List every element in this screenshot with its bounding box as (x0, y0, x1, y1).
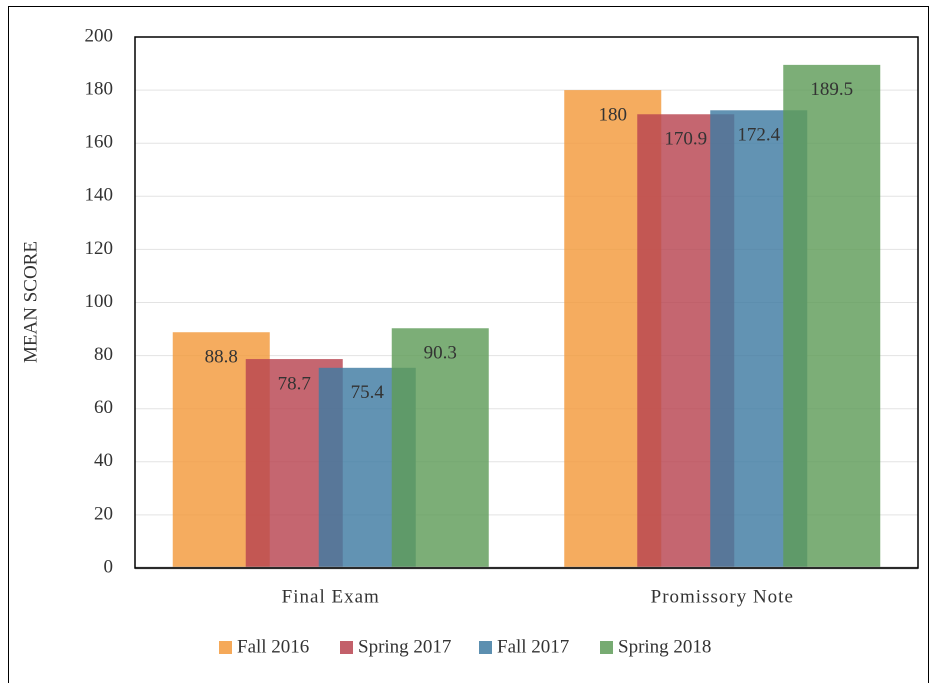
y-tick-label: 120 (85, 238, 114, 259)
y-axis-title: MEAN SCORE (20, 241, 41, 363)
x-tick-label: Final Exam (282, 586, 380, 607)
data-label: 170.9 (664, 129, 707, 150)
y-tick-label: 160 (85, 132, 114, 153)
legend-swatch (479, 641, 492, 654)
data-label: 75.4 (351, 382, 385, 403)
data-label: 180 (599, 104, 628, 125)
data-label: 88.8 (205, 347, 238, 368)
plot-border (134, 36, 919, 569)
legend-label: Spring 2017 (358, 636, 451, 657)
y-tick-label: 20 (94, 503, 113, 524)
y-tick-label: 0 (104, 556, 114, 577)
y-tick-label: 80 (94, 344, 113, 365)
legend-label: Fall 2016 (237, 636, 309, 657)
legend-label: Spring 2018 (618, 636, 711, 657)
data-label: 78.7 (278, 373, 311, 394)
legend-swatch (340, 641, 353, 654)
legend-label: Fall 2017 (497, 636, 569, 657)
y-tick-label: 180 (85, 78, 114, 99)
y-tick-label: 40 (94, 450, 113, 471)
y-tick-label: 200 (85, 25, 114, 46)
x-tick-label: Promissory Note (651, 586, 794, 607)
y-tick-label: 60 (94, 397, 113, 418)
data-label: 172.4 (737, 125, 780, 146)
data-label: 189.5 (810, 79, 853, 100)
data-label: 90.3 (424, 343, 457, 364)
legend-swatch (219, 641, 232, 654)
legend-swatch (600, 641, 613, 654)
y-tick-label: 100 (85, 291, 114, 312)
y-tick-label: 140 (85, 185, 114, 206)
bar (391, 328, 489, 568)
frame (8, 6, 929, 688)
bar (783, 64, 881, 568)
